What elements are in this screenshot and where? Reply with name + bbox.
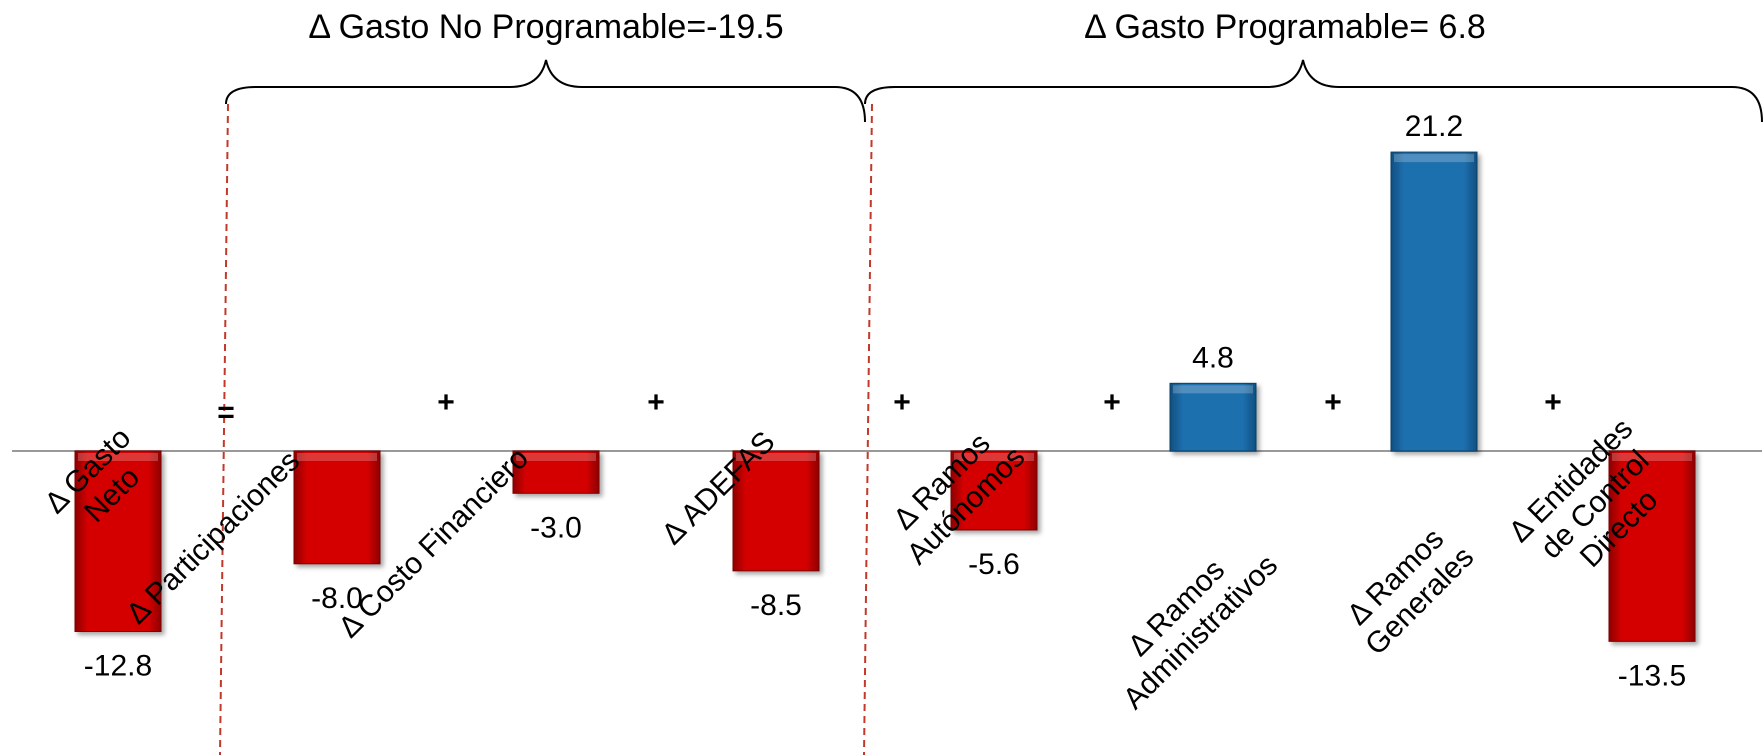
category-label-5: Δ RamosAdministrativos [1093,525,1284,716]
value-label-7: -13.5 [1618,659,1686,692]
bar-6 [1390,151,1478,452]
bar-5 [1169,382,1257,452]
operator-1: + [437,386,455,419]
value-label-2: -3.0 [530,511,582,544]
operator-0: = [217,396,235,429]
group-label-1: Δ Gasto Programable= 6.8 [1084,8,1486,46]
bar-0 [74,450,162,632]
bars [74,151,1696,642]
value-label-3: -8.5 [750,589,802,622]
dividers [219,103,873,755]
bar-3 [732,450,820,572]
value-label-0: -12.8 [84,649,152,682]
operator-2: + [647,386,665,419]
group-brace-1: Δ Gasto Programable= 6.8 [864,8,1763,123]
bar-2 [512,450,600,494]
svg-text:Δ RamosGenerales: Δ RamosGenerales [1335,516,1480,661]
value-label-6: 21.2 [1405,110,1463,143]
svg-text:Δ RamosAdministrativos: Δ RamosAdministrativos [1093,525,1284,716]
value-label-4: -5.6 [968,548,1020,581]
bar-7 [1608,450,1696,642]
value-labels: -12.8 -8.0 -3.0 -8.5 -5.6 4.8 21.2 -13.5 [84,110,1686,692]
category-label-6: Δ RamosGenerales [1335,516,1480,661]
operator-5: + [1324,386,1342,419]
group-braces: Δ Gasto No Programable=-19.5 Δ Gasto Prog… [225,8,1763,123]
group-divider-1 [863,103,873,755]
group-divider-0 [219,103,229,755]
group-brace-0: Δ Gasto No Programable=-19.5 [225,8,866,123]
operators: = + + + + + + [217,386,1562,429]
group-label-0: Δ Gasto No Programable=-19.5 [308,8,783,46]
value-label-1: -8.0 [311,582,363,615]
operator-3: + [893,386,911,419]
operator-4: + [1103,386,1121,419]
value-label-5: 4.8 [1192,341,1234,374]
bar-1 [293,450,381,565]
bar-4 [950,450,1038,531]
operator-6: + [1544,386,1562,419]
